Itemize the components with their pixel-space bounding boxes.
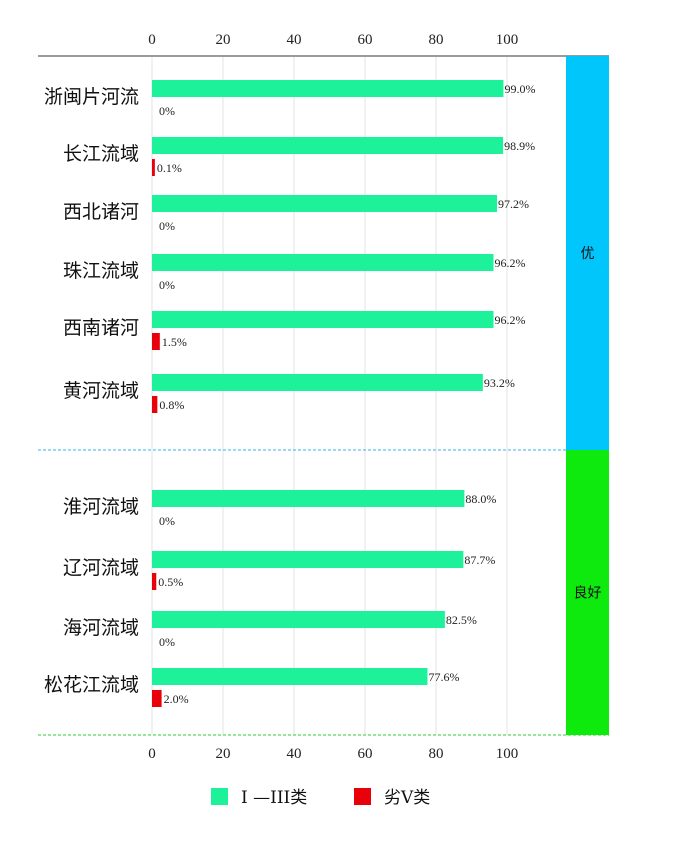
bar-series-1 — [152, 551, 464, 568]
x-tick-label-top: 20 — [216, 32, 231, 48]
data-label-series-2: 0% — [159, 635, 175, 649]
bar-series-1 — [152, 80, 504, 97]
data-label-series-1: 97.2% — [498, 197, 529, 211]
data-label-series-2: 0% — [159, 514, 175, 528]
x-tick-label-bottom: 20 — [216, 746, 231, 762]
quality-band-layer: 优良好 — [566, 56, 609, 735]
category-label: 长江流域 — [63, 143, 139, 165]
category-label: 辽河流域 — [63, 557, 139, 579]
bar-series-2 — [152, 159, 155, 176]
data-label-series-1: 93.2% — [484, 376, 515, 390]
category-label: 西南诸河 — [63, 317, 139, 339]
bar-series-1 — [152, 311, 494, 328]
x-tick-label-bottom: 0 — [148, 746, 156, 762]
bar-series-2 — [152, 573, 157, 590]
data-label-series-1: 77.6% — [428, 670, 459, 684]
bar-series-2 — [152, 396, 158, 413]
x-tick-label-top: 40 — [287, 32, 302, 48]
bar-series-1 — [152, 668, 428, 685]
bar-series-1 — [152, 137, 504, 154]
data-label-series-2: 0% — [159, 219, 175, 233]
legend-swatch — [211, 788, 228, 805]
axis-layer: 0 0 20 20 40 40 60 60 80 80 100 100 — [38, 32, 609, 762]
bar-series-1 — [152, 254, 494, 271]
legend-label: 劣V类 — [384, 788, 430, 808]
data-label-series-2: 0.1% — [157, 161, 182, 175]
x-tick-label-top: 80 — [429, 32, 444, 48]
category-label: 松花江流域 — [44, 674, 139, 696]
data-label-series-1: 87.7% — [464, 553, 495, 567]
bar-series-2 — [152, 333, 160, 350]
category-label: 海河流域 — [63, 617, 139, 639]
category-label: 西北诸河 — [63, 201, 139, 223]
data-label-series-1: 82.5% — [446, 613, 477, 627]
x-tick-label-bottom: 40 — [287, 746, 302, 762]
category-label: 淮河流域 — [63, 496, 139, 518]
quality-band-label: 优 — [581, 246, 595, 262]
data-label-series-2: 0% — [159, 104, 175, 118]
data-label-series-1: 96.2% — [495, 313, 526, 327]
category-label: 黄河流域 — [63, 380, 139, 402]
data-label-series-1: 96.2% — [495, 256, 526, 270]
bar-series-2 — [152, 690, 162, 707]
data-label-series-2: 0.5% — [158, 575, 183, 589]
quality-band — [566, 450, 609, 735]
x-tick-label-top: 0 — [148, 32, 156, 48]
x-tick-label-top: 100 — [496, 32, 519, 48]
x-tick-label-bottom: 100 — [496, 746, 519, 762]
data-label-series-2: 1.5% — [162, 335, 187, 349]
legend-swatch — [354, 788, 371, 805]
data-label-series-1: 98.9% — [504, 139, 535, 153]
category-label: 珠江流域 — [63, 260, 139, 282]
quality-band-label: 良好 — [574, 586, 602, 602]
bar-series-1 — [152, 195, 498, 212]
bar-layer: 99.0% 0% 98.9% 0.1% 97.2% 0% 96.2% 0% 96.2% 1.5% 9… — [152, 80, 535, 707]
bar-series-1 — [152, 490, 465, 507]
data-label-series-2: 0.8% — [159, 398, 184, 412]
x-tick-label-bottom: 60 — [358, 746, 373, 762]
x-tick-label-top: 60 — [358, 32, 373, 48]
data-label-series-2: 0% — [159, 278, 175, 292]
category-label-layer: 浙闽片河流长江流域西北诸河珠江流域西南诸河黄河流域淮河流域辽河流域海河流域松花江… — [44, 86, 139, 696]
x-tick-label-bottom: 80 — [429, 746, 444, 762]
data-label-series-1: 88.0% — [465, 492, 496, 506]
data-label-series-2: 2.0% — [164, 692, 189, 706]
quality-band — [566, 56, 609, 450]
legend: I —III类 劣V类 — [211, 788, 430, 808]
bar-series-1 — [152, 611, 445, 628]
grid-layer — [151, 56, 508, 735]
category-label: 浙闽片河流 — [44, 86, 139, 108]
bar-series-1 — [152, 374, 483, 391]
data-label-series-1: 99.0% — [504, 82, 535, 96]
legend-label: I —III类 — [241, 788, 307, 808]
